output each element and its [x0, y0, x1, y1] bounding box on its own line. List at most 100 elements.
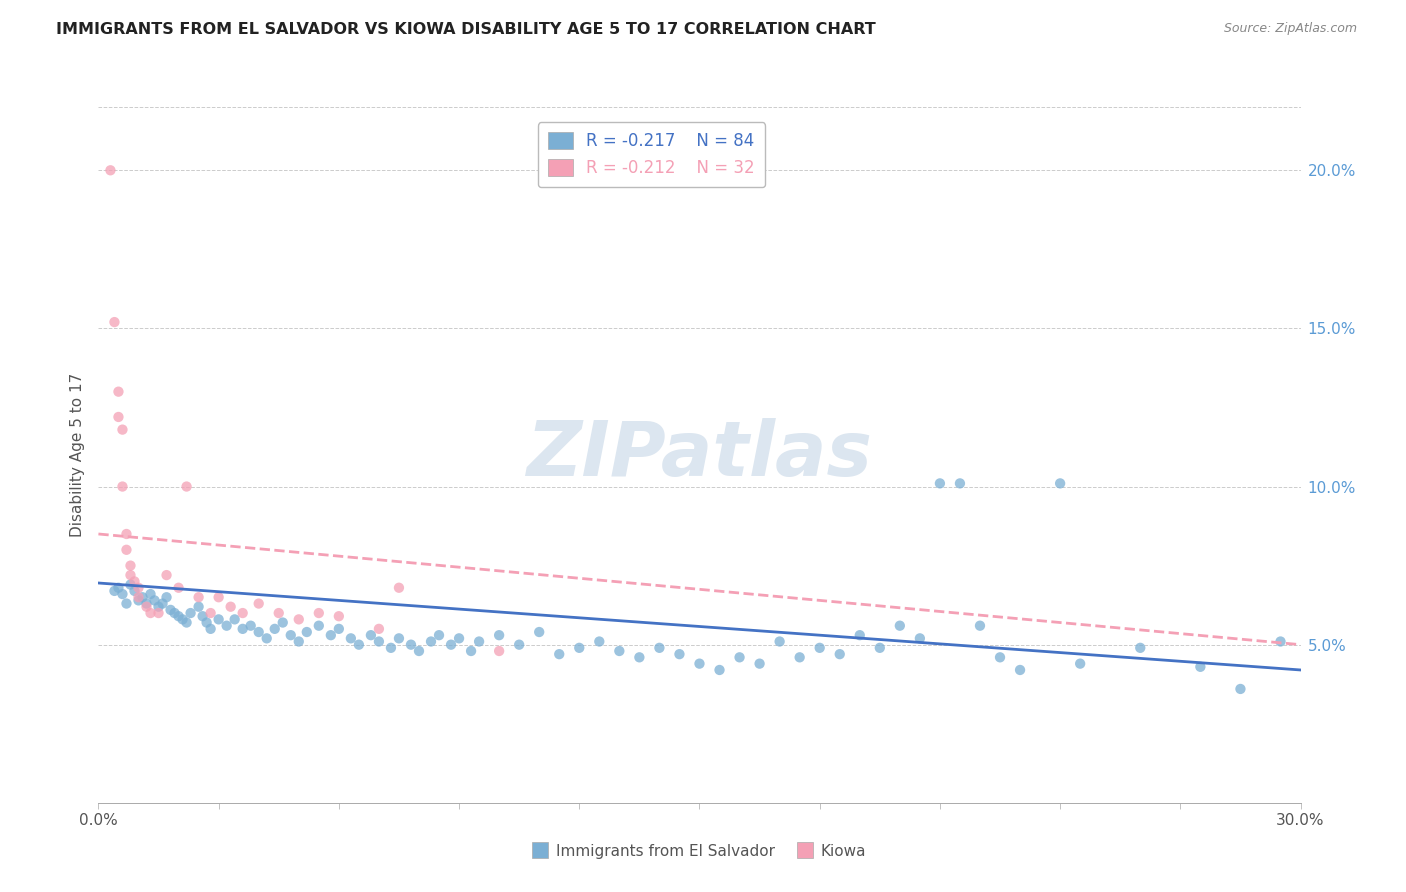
- Point: [107, 409, 129, 424]
- Point: [408, 644, 430, 658]
- Point: [128, 591, 150, 605]
- Point: [167, 581, 190, 595]
- Point: [295, 625, 318, 640]
- Point: [889, 618, 911, 632]
- Point: [399, 638, 422, 652]
- Point: [427, 628, 450, 642]
- Point: [139, 606, 162, 620]
- Point: [828, 647, 851, 661]
- Point: [187, 591, 209, 605]
- Point: [115, 542, 138, 557]
- Point: [728, 650, 751, 665]
- Point: [447, 632, 470, 646]
- Point: [271, 615, 294, 630]
- Point: [1049, 476, 1071, 491]
- Point: [111, 587, 134, 601]
- Point: [548, 647, 571, 661]
- Point: [368, 622, 391, 636]
- Point: [1010, 663, 1032, 677]
- Y-axis label: Disability Age 5 to 17: Disability Age 5 to 17: [69, 373, 84, 537]
- Point: [187, 599, 209, 614]
- Point: [100, 163, 122, 178]
- Point: [135, 597, 157, 611]
- Point: [288, 634, 311, 648]
- Point: [789, 650, 811, 665]
- Point: [360, 628, 382, 642]
- Point: [648, 640, 671, 655]
- Point: [1270, 634, 1292, 648]
- Point: [208, 612, 231, 626]
- Point: [247, 597, 270, 611]
- Point: [668, 647, 690, 661]
- Point: [1229, 681, 1251, 696]
- Point: [191, 609, 214, 624]
- Point: [340, 632, 363, 646]
- Point: [1189, 660, 1212, 674]
- Point: [468, 634, 491, 648]
- Point: [163, 606, 186, 620]
- Legend: Immigrants from El Salvador, Kiowa: Immigrants from El Salvador, Kiowa: [527, 838, 872, 864]
- Point: [115, 597, 138, 611]
- Point: [200, 622, 222, 636]
- Point: [232, 622, 254, 636]
- Text: IMMIGRANTS FROM EL SALVADOR VS KIOWA DISABILITY AGE 5 TO 17 CORRELATION CHART: IMMIGRANTS FROM EL SALVADOR VS KIOWA DIS…: [56, 22, 876, 37]
- Point: [200, 606, 222, 620]
- Point: [488, 628, 510, 642]
- Point: [308, 618, 330, 632]
- Point: [131, 591, 153, 605]
- Point: [219, 599, 242, 614]
- Point: [176, 615, 198, 630]
- Point: [148, 599, 170, 614]
- Point: [748, 657, 770, 671]
- Point: [148, 606, 170, 620]
- Point: [709, 663, 731, 677]
- Point: [195, 615, 218, 630]
- Point: [280, 628, 302, 642]
- Point: [328, 609, 350, 624]
- Point: [368, 634, 391, 648]
- Point: [232, 606, 254, 620]
- Point: [568, 640, 591, 655]
- Point: [769, 634, 792, 648]
- Point: [103, 315, 125, 329]
- Point: [508, 638, 530, 652]
- Point: [988, 650, 1011, 665]
- Point: [152, 597, 174, 611]
- Point: [103, 583, 125, 598]
- Point: [180, 606, 202, 620]
- Point: [167, 609, 190, 624]
- Point: [1069, 657, 1091, 671]
- Point: [908, 632, 931, 646]
- Point: [124, 574, 146, 589]
- Point: [107, 384, 129, 399]
- Point: [460, 644, 482, 658]
- Point: [689, 657, 711, 671]
- Point: [247, 625, 270, 640]
- Point: [949, 476, 972, 491]
- Point: [139, 587, 162, 601]
- Text: ZIPatlas: ZIPatlas: [526, 418, 873, 491]
- Point: [388, 632, 411, 646]
- Point: [267, 606, 290, 620]
- Point: [308, 606, 330, 620]
- Point: [128, 581, 150, 595]
- Point: [288, 612, 311, 626]
- Point: [319, 628, 342, 642]
- Point: [143, 593, 166, 607]
- Point: [588, 634, 610, 648]
- Point: [529, 625, 551, 640]
- Point: [969, 618, 991, 632]
- Point: [849, 628, 872, 642]
- Point: [111, 423, 134, 437]
- Point: [120, 568, 142, 582]
- Point: [808, 640, 831, 655]
- Point: [869, 640, 891, 655]
- Point: [256, 632, 278, 646]
- Point: [120, 577, 142, 591]
- Point: [107, 581, 129, 595]
- Point: [388, 581, 411, 595]
- Point: [159, 603, 181, 617]
- Point: [124, 583, 146, 598]
- Point: [215, 618, 238, 632]
- Point: [609, 644, 631, 658]
